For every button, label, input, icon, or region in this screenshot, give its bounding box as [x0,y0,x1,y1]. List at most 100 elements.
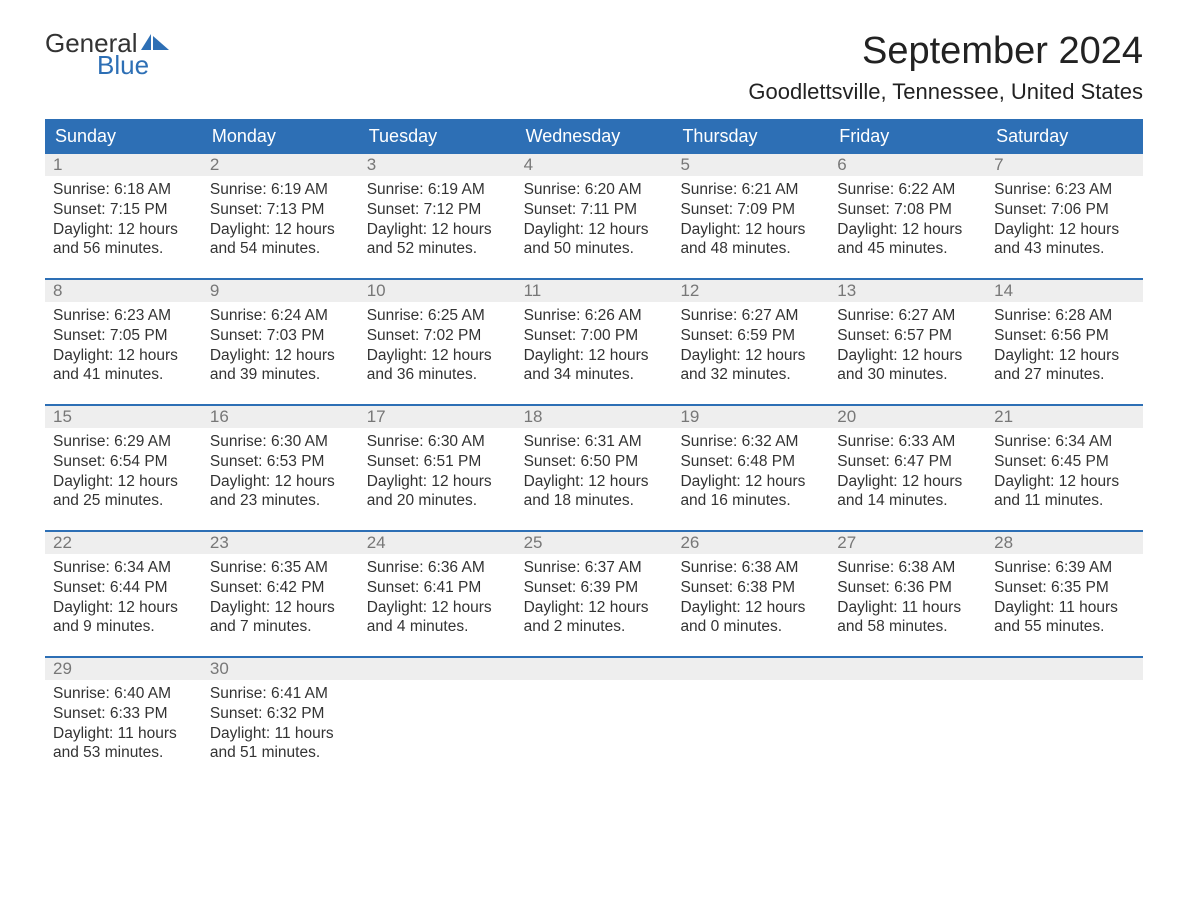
sunset-line: Sunset: 6:42 PM [210,578,351,598]
day-cell: 8Sunrise: 6:23 AMSunset: 7:05 PMDaylight… [45,280,202,400]
sunset-line: Sunset: 7:09 PM [680,200,821,220]
daylight-line: Daylight: 12 hours and 9 minutes. [53,598,194,638]
sunrise-line: Sunrise: 6:34 AM [994,432,1135,452]
daylight-line: Daylight: 12 hours and 7 minutes. [210,598,351,638]
day-cell: 25Sunrise: 6:37 AMSunset: 6:39 PMDayligh… [516,532,673,652]
sunrise-line: Sunrise: 6:41 AM [210,684,351,704]
daylight-line: Daylight: 12 hours and 0 minutes. [680,598,821,638]
sunrise-line: Sunrise: 6:26 AM [524,306,665,326]
weekday-label: Saturday [986,119,1143,154]
daylight-line: Daylight: 11 hours and 55 minutes. [994,598,1135,638]
day-number: 3 [359,154,516,176]
day-number: 2 [202,154,359,176]
daylight-line: Daylight: 12 hours and 48 minutes. [680,220,821,260]
sunrise-line: Sunrise: 6:22 AM [837,180,978,200]
sunset-line: Sunset: 6:44 PM [53,578,194,598]
week-row: 15Sunrise: 6:29 AMSunset: 6:54 PMDayligh… [45,404,1143,526]
daylight-line: Daylight: 12 hours and 36 minutes. [367,346,508,386]
day-number: 20 [829,406,986,428]
sunrise-line: Sunrise: 6:27 AM [680,306,821,326]
sunrise-line: Sunrise: 6:24 AM [210,306,351,326]
daylight-line: Daylight: 12 hours and 30 minutes. [837,346,978,386]
day-number: 15 [45,406,202,428]
day-details: Sunrise: 6:25 AMSunset: 7:02 PMDaylight:… [359,302,516,395]
daylight-line: Daylight: 12 hours and 43 minutes. [994,220,1135,260]
daylight-line: Daylight: 12 hours and 23 minutes. [210,472,351,512]
day-details: Sunrise: 6:35 AMSunset: 6:42 PMDaylight:… [202,554,359,647]
day-details: Sunrise: 6:31 AMSunset: 6:50 PMDaylight:… [516,428,673,521]
day-cell: 13Sunrise: 6:27 AMSunset: 6:57 PMDayligh… [829,280,986,400]
daylight-line: Daylight: 12 hours and 25 minutes. [53,472,194,512]
day-cell: 23Sunrise: 6:35 AMSunset: 6:42 PMDayligh… [202,532,359,652]
sunset-line: Sunset: 6:32 PM [210,704,351,724]
sunrise-line: Sunrise: 6:36 AM [367,558,508,578]
day-number: 4 [516,154,673,176]
sunset-line: Sunset: 6:47 PM [837,452,978,472]
sunrise-line: Sunrise: 6:30 AM [367,432,508,452]
sunrise-line: Sunrise: 6:34 AM [53,558,194,578]
sunset-line: Sunset: 7:08 PM [837,200,978,220]
day-cell: 12Sunrise: 6:27 AMSunset: 6:59 PMDayligh… [672,280,829,400]
day-cell: 14Sunrise: 6:28 AMSunset: 6:56 PMDayligh… [986,280,1143,400]
day-number: 13 [829,280,986,302]
day-details: Sunrise: 6:34 AMSunset: 6:44 PMDaylight:… [45,554,202,647]
daylight-line: Daylight: 12 hours and 56 minutes. [53,220,194,260]
day-cell [672,658,829,778]
day-details: Sunrise: 6:41 AMSunset: 6:32 PMDaylight:… [202,680,359,773]
day-number [829,658,986,680]
day-cell: 20Sunrise: 6:33 AMSunset: 6:47 PMDayligh… [829,406,986,526]
sunrise-line: Sunrise: 6:28 AM [994,306,1135,326]
daylight-line: Daylight: 12 hours and 39 minutes. [210,346,351,386]
daylight-line: Daylight: 12 hours and 41 minutes. [53,346,194,386]
logo: General Blue [45,30,169,78]
week-row: 22Sunrise: 6:34 AMSunset: 6:44 PMDayligh… [45,530,1143,652]
day-number: 26 [672,532,829,554]
daylight-line: Daylight: 12 hours and 45 minutes. [837,220,978,260]
sunset-line: Sunset: 6:39 PM [524,578,665,598]
sunset-line: Sunset: 7:12 PM [367,200,508,220]
day-cell: 3 Sunrise: 6:19 AMSunset: 7:12 PMDaylight… [359,154,516,274]
day-number: 22 [45,532,202,554]
weekday-label: Wednesday [516,119,673,154]
day-cell [359,658,516,778]
day-cell: 16Sunrise: 6:30 AMSunset: 6:53 PMDayligh… [202,406,359,526]
sunset-line: Sunset: 7:00 PM [524,326,665,346]
sunset-line: Sunset: 7:13 PM [210,200,351,220]
sunrise-line: Sunrise: 6:21 AM [680,180,821,200]
sunset-line: Sunset: 6:33 PM [53,704,194,724]
daylight-line: Daylight: 12 hours and 18 minutes. [524,472,665,512]
day-cell: 26Sunrise: 6:38 AMSunset: 6:38 PMDayligh… [672,532,829,652]
day-cell: 10Sunrise: 6:25 AMSunset: 7:02 PMDayligh… [359,280,516,400]
day-cell: 19Sunrise: 6:32 AMSunset: 6:48 PMDayligh… [672,406,829,526]
sunrise-line: Sunrise: 6:19 AM [367,180,508,200]
day-number: 1 [45,154,202,176]
sunset-line: Sunset: 7:11 PM [524,200,665,220]
sunrise-line: Sunrise: 6:38 AM [680,558,821,578]
month-title: September 2024 [748,30,1143,73]
day-number: 29 [45,658,202,680]
daylight-line: Daylight: 12 hours and 2 minutes. [524,598,665,638]
sunset-line: Sunset: 6:45 PM [994,452,1135,472]
sunset-line: Sunset: 6:41 PM [367,578,508,598]
logo-text-blue: Blue [97,52,149,78]
day-details: Sunrise: 6:39 AMSunset: 6:35 PMDaylight:… [986,554,1143,647]
day-cell [829,658,986,778]
daylight-line: Daylight: 12 hours and 27 minutes. [994,346,1135,386]
day-details: Sunrise: 6:33 AMSunset: 6:47 PMDaylight:… [829,428,986,521]
weekday-label: Monday [202,119,359,154]
sunset-line: Sunset: 7:02 PM [367,326,508,346]
sunrise-line: Sunrise: 6:20 AM [524,180,665,200]
daylight-line: Daylight: 12 hours and 52 minutes. [367,220,508,260]
sunset-line: Sunset: 6:57 PM [837,326,978,346]
weekday-label: Tuesday [359,119,516,154]
day-cell [516,658,673,778]
day-cell: 21Sunrise: 6:34 AMSunset: 6:45 PMDayligh… [986,406,1143,526]
daylight-line: Daylight: 12 hours and 4 minutes. [367,598,508,638]
day-details: Sunrise: 6:32 AMSunset: 6:48 PMDaylight:… [672,428,829,521]
sunset-line: Sunset: 6:36 PM [837,578,978,598]
sunset-line: Sunset: 6:35 PM [994,578,1135,598]
day-number: 8 [45,280,202,302]
day-cell: 24Sunrise: 6:36 AMSunset: 6:41 PMDayligh… [359,532,516,652]
day-cell: 28Sunrise: 6:39 AMSunset: 6:35 PMDayligh… [986,532,1143,652]
daylight-line: Daylight: 11 hours and 58 minutes. [837,598,978,638]
